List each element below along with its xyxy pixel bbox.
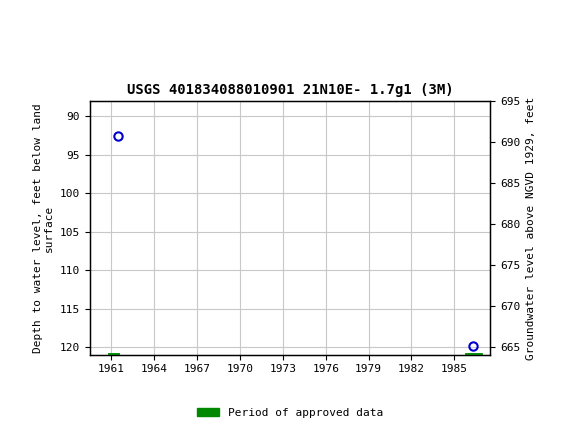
Text: ≋: ≋ bbox=[3, 9, 26, 37]
Text: USGS 401834088010901 21N10E- 1.7g1 (3M): USGS 401834088010901 21N10E- 1.7g1 (3M) bbox=[126, 83, 454, 97]
Text: USGS: USGS bbox=[38, 12, 102, 33]
Y-axis label: Groundwater level above NGVD 1929, feet: Groundwater level above NGVD 1929, feet bbox=[525, 96, 535, 359]
Legend: Period of approved data: Period of approved data bbox=[193, 403, 387, 422]
Y-axis label: Depth to water level, feet below land
surface: Depth to water level, feet below land su… bbox=[33, 103, 55, 353]
